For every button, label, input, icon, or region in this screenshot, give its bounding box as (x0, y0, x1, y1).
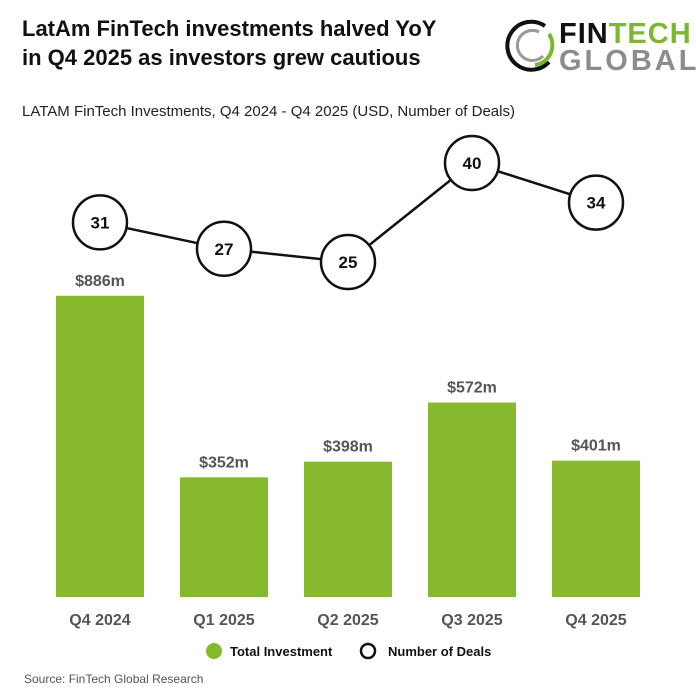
bar-q4-2024 (56, 295, 144, 597)
bar-value-label: $398m (323, 439, 373, 456)
deal-marker (319, 233, 377, 291)
bar-value-label: $352m (199, 454, 249, 471)
bar-q4-2025 (552, 460, 640, 597)
legend-number-of-deals-icon (359, 642, 377, 660)
title-line-2: in Q4 2025 as investors grew cautious (22, 45, 421, 70)
logo-ring-icon (505, 19, 555, 72)
deal-marker (567, 174, 625, 231)
legend-total-investment-icon (206, 643, 222, 659)
chart-title: LatAm FinTech investments halved YoY in … (22, 14, 492, 72)
deal-count-label: 40 (463, 154, 482, 173)
bar-q3-2025 (428, 402, 516, 597)
deal-count-label: 31 (91, 213, 110, 232)
legend-number-of-deals-label: Number of Deals (388, 644, 491, 659)
x-tick-label: Q4 2024 (69, 612, 130, 629)
deal-marker (443, 134, 501, 192)
x-tick-label: Q4 2025 (565, 612, 626, 629)
x-tick-label: Q1 2025 (193, 612, 254, 629)
bar-value-label: $401m (571, 438, 621, 455)
x-tick-label: Q2 2025 (317, 612, 378, 629)
chart-subtitle: LATAM FinTech Investments, Q4 2024 - Q4 … (22, 103, 515, 120)
bar-value-label: $572m (447, 380, 497, 397)
logo-text-fintech: FINTECH (559, 18, 692, 50)
deal-marker (71, 194, 129, 251)
bar-q1-2025 (180, 477, 268, 597)
bar-q2-2025 (304, 461, 392, 597)
deal-count-label: 25 (339, 253, 358, 272)
title-line-1: LatAm FinTech investments halved YoY (22, 16, 437, 41)
legend-total-investment-label: Total Investment (230, 644, 333, 659)
deal-marker (195, 220, 253, 278)
source-note: Source: FinTech Global Research (24, 672, 204, 686)
logo-text-global: GLOBAL (559, 45, 696, 77)
x-tick-label: Q3 2025 (441, 612, 502, 629)
deal-count-label: 27 (215, 240, 234, 259)
fintech-global-logo: FINTECH GLOBAL (505, 18, 696, 77)
deal-count-label: 34 (587, 194, 606, 213)
bar-value-label: $886m (75, 273, 125, 290)
